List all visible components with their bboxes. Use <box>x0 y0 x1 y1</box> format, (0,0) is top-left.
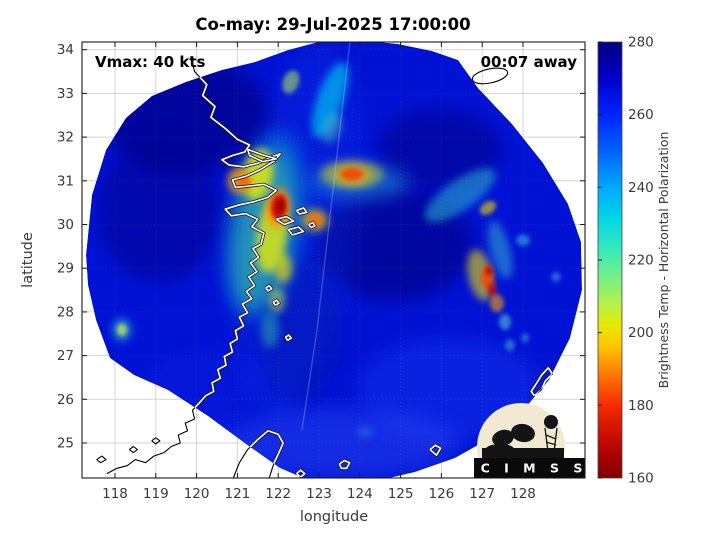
satellite-dish-icon <box>511 423 535 443</box>
tb-feature <box>521 333 529 344</box>
coastline-inside-swath <box>530 367 554 397</box>
y-tick-label: 33 <box>57 86 74 102</box>
satellite-dish-icon <box>492 429 514 447</box>
tb-feature <box>424 168 496 223</box>
tb-feature <box>97 138 222 283</box>
logo-ground-bump <box>486 444 514 454</box>
y-tick-label: 31 <box>57 173 74 189</box>
colorbar-tick-label: 280 <box>628 35 654 51</box>
colorbar-tick-label: 240 <box>628 180 654 196</box>
swath-image <box>86 42 582 478</box>
colorbar-tick-label: 260 <box>628 107 654 123</box>
colorbar-tick-label: 160 <box>628 471 654 487</box>
tb-feature <box>116 323 127 336</box>
x-tick-label: 123 <box>306 486 332 502</box>
x-tick-label: 127 <box>469 486 495 502</box>
colorbar-tick-label: 200 <box>628 325 654 341</box>
colorbar: 160 180 200 220 240 260 280 Brightness Temp - … <box>597 35 671 487</box>
coastline-inside-swath <box>308 221 316 229</box>
tb-feature <box>282 70 300 94</box>
x-tick-label: 121 <box>225 486 251 502</box>
logo-text: C I M S S <box>481 461 588 476</box>
tb-feature <box>499 314 511 330</box>
colorbar-ticks: 160 180 200 220 240 260 280 <box>598 35 654 487</box>
x-tick-label: 126 <box>429 486 455 502</box>
tb-feature <box>219 407 460 478</box>
coastline-inside-swath <box>296 469 306 478</box>
x-tick-label: 125 <box>388 486 414 502</box>
x-axis-label: longitude <box>300 509 368 525</box>
water-tower-icon <box>544 415 558 429</box>
y-tick-label: 32 <box>57 130 74 146</box>
y-tick-label: 29 <box>57 261 74 277</box>
tb-feature <box>274 253 293 284</box>
colorbar-tick-label: 220 <box>628 253 654 269</box>
x-tick-label: 124 <box>347 486 373 502</box>
coastline-inside-swath <box>284 334 293 342</box>
tb-feature <box>486 266 493 275</box>
y-tick-label: 26 <box>57 392 74 408</box>
tb-feature <box>377 107 502 192</box>
tb-feature <box>504 339 515 352</box>
coastline-inside-swath <box>275 215 295 226</box>
tb-feature <box>551 271 561 282</box>
storm-position-marker <box>471 67 509 85</box>
x-tick-label: 118 <box>102 486 128 502</box>
colorbar-label: Brightness Temp - Horizontal Polarizatio… <box>656 132 671 389</box>
logo-banner <box>474 458 585 478</box>
tb-feature <box>489 294 504 313</box>
tb-feature <box>311 62 349 138</box>
coastline-inside-swath <box>287 226 305 236</box>
tb-feature <box>341 168 363 181</box>
y-tick-label: 27 <box>57 348 74 364</box>
y-tick-label: 25 <box>57 436 74 452</box>
cimss-logo: C I M S S <box>474 403 588 478</box>
tb-feature <box>322 112 343 144</box>
water-tower-legs <box>544 427 558 453</box>
tb-feature <box>488 283 496 297</box>
axes-box <box>81 41 586 479</box>
coastline <box>96 455 107 464</box>
y-tick-label: 34 <box>57 42 74 58</box>
coastline <box>128 445 138 454</box>
tb-feature <box>516 234 530 247</box>
logo-ground <box>482 448 564 459</box>
x-tick-label: 120 <box>184 486 210 502</box>
tb-feature <box>276 199 285 214</box>
tb-feature <box>479 200 497 216</box>
colorbar-tick-label: 180 <box>628 398 654 414</box>
coastline-inside-swath <box>429 444 442 456</box>
overpass-annotation: 00:07 away <box>481 53 578 71</box>
x-tick-label: 122 <box>265 486 291 502</box>
figure-title: Co-may: 29-Jul-2025 17:00:00 <box>195 15 470 34</box>
vmax-annotation: Vmax: 40 kts <box>95 53 205 71</box>
coastline-inside-swath <box>246 148 277 163</box>
y-axis-label: latitude <box>20 232 36 288</box>
tick-labels: 118 119 120 121 122 123 124 125 126 127 128 25 26 27 2… <box>57 42 536 502</box>
tb-feature <box>356 426 375 439</box>
coastline-inside-swath <box>295 207 308 215</box>
coastline-inside-swath <box>272 299 280 307</box>
coastline-inside-swath <box>338 459 351 470</box>
coastline-inside-swath <box>265 284 273 292</box>
x-tick-label: 128 <box>510 486 536 502</box>
tb-feature <box>487 220 513 279</box>
coastline <box>151 437 161 445</box>
tb-feature <box>261 311 279 348</box>
axes <box>81 41 586 479</box>
y-tick-label: 30 <box>57 217 74 233</box>
swath-seam <box>301 42 351 431</box>
data-region <box>86 42 582 478</box>
x-tick-label: 119 <box>143 486 169 502</box>
y-tick-label: 28 <box>57 304 74 320</box>
